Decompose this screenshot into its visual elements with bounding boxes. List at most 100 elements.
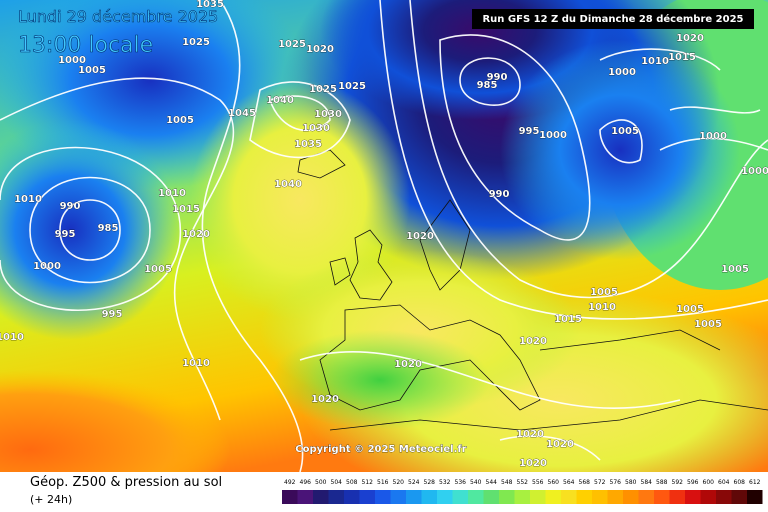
isobar-label: 1020 [519,458,547,469]
isobar [599,48,721,164]
legend-swatch [530,490,546,504]
legend-swatch [313,490,329,504]
legend-swatch [297,490,313,504]
legend-swatch [669,490,685,504]
footer-lead: (+ 24h) [30,493,72,506]
legend-label: 592 [672,479,684,486]
legend-swatch [716,490,732,504]
isobar-label: 1005 [144,264,172,275]
isobar-label: 1010 [0,332,24,343]
coast-ireland [329,257,351,286]
legend-label: 500 [315,479,327,486]
coast-east [539,329,721,351]
isobar-label: 1005 [166,115,194,126]
legend-swatch [514,490,530,504]
isobar-label: 1045 [228,108,256,119]
legend-label: 492 [284,479,296,486]
legend-swatch [452,490,468,504]
legend-label: 600 [703,479,715,486]
legend-swatch [747,490,763,504]
field-low-atlantic [0,120,180,340]
legend-label: 552 [517,479,529,486]
isobar-label: 995 [519,126,540,137]
legend-label: 520 [393,479,405,486]
isobar-label: 1040 [266,95,294,106]
isobar [59,199,121,261]
isobar-label: 1040 [274,179,302,190]
legend-swatch [654,490,670,504]
isobar [29,176,151,284]
isobar-label: 990 [487,72,508,83]
coast-britain [349,229,393,301]
legend-label: 504 [331,479,343,486]
isobar [439,34,591,241]
legend-swatch [576,490,592,504]
legend-label: 576 [610,479,622,486]
legend-label: 584 [641,479,653,486]
legend-label: 560 [548,479,560,486]
isobar-label: 1020 [306,44,334,55]
isobar-label: 1030 [302,123,330,134]
isobar [659,106,768,151]
legend-swatch [623,490,639,504]
isobar-label: 1020 [394,359,422,370]
isobar-label: 1010 [182,358,210,369]
isobar-label: 1015 [554,314,582,325]
coast-europe [319,304,541,411]
isobar-labels: 1035 1025 1025 1020 1000 1005 1005 1040 … [0,0,768,469]
legend-label: 556 [532,479,544,486]
isobar-label: 1025 [338,81,366,92]
isobar-label: 1005 [721,264,749,275]
legend-swatch [561,490,577,504]
isobar [0,146,181,312]
legend-swatch [638,490,654,504]
isobar-label: 1020 [516,429,544,440]
isobar-label: 1005 [590,287,618,298]
legend-label: 608 [734,479,746,486]
legend-swatch [731,490,747,504]
isobar-label: 1035 [294,139,322,150]
legend-label: 508 [346,479,358,486]
legend-swatch [375,490,391,504]
isobar-label: 995 [102,309,123,320]
legend-swatch [468,490,484,504]
isobar [499,435,601,461]
isobar-label: 990 [489,189,510,200]
legend: 492 496 500 504 508 512 516 520 524 528 532 536 540 5… [282,479,763,504]
isobar-label: 1035 [196,0,224,10]
legend-swatch [607,490,623,504]
isobar-label: 1020 [182,229,210,240]
isobar-label: 1000 [539,130,567,141]
map-date: Lundi 29 décembre 2025 [18,7,218,26]
isobar-label: 1020 [519,336,547,347]
legend-swatch [592,490,608,504]
isobar-label: 1020 [406,231,434,242]
field-low-east [500,40,740,260]
isobar-label: 1000 [741,166,768,177]
isobar-label: 1005 [694,319,722,330]
legend-swatch [421,490,437,504]
isobar-label: 1015 [668,52,696,63]
legend-swatch [328,490,344,504]
legend-label: 496 [300,479,312,486]
legend-label: 528 [424,479,436,486]
legend-label: 524 [408,479,420,486]
isobar-label: 1005 [78,65,106,76]
legend-label: 604 [718,479,730,486]
isobar-label: 1025 [182,37,210,48]
legend-label: 540 [470,479,482,486]
isobar-label: 1015 [172,204,200,215]
isobar-label: 1020 [676,33,704,44]
isobar-label: 1010 [588,302,616,313]
isobar-label: 1000 [58,55,86,66]
isobar-label: 1020 [311,394,339,405]
legend-label: 564 [563,479,575,486]
isobar-label: 1005 [676,304,704,315]
isobar-label: 985 [477,80,498,91]
legend-swatch [406,490,422,504]
isobar-label: 995 [55,229,76,240]
coast-africa [329,399,768,431]
